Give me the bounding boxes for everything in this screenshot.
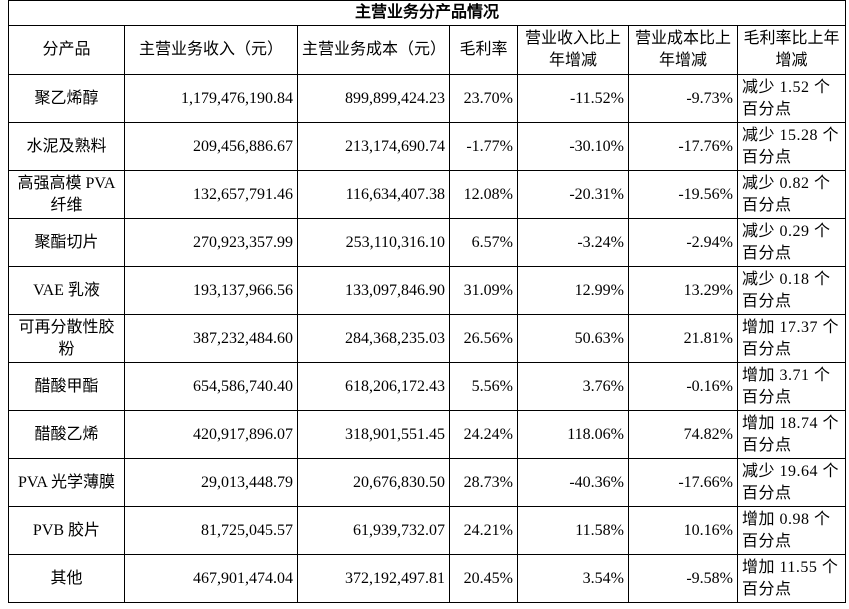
table-title: 主营业务分产品情况 [8,0,846,26]
value-cell: 13.29% [628,266,738,315]
value-cell: -3.24% [517,218,629,267]
value-cell: 12.99% [517,266,629,315]
value-cell: -17.76% [628,122,738,171]
product-cell: 聚酯切片 [8,218,125,267]
value-cell: 899,899,424.23 [297,74,450,123]
value-cell: 20.45% [449,554,518,603]
value-cell: 372,192,497.81 [297,554,450,603]
value-cell: 增加 17.37 个百分点 [737,314,846,363]
data-row: 聚酯切片 270,923,357.99 253,110,316.10 6.57% -3.… [8,218,846,267]
product-cell: 其他 [8,554,125,603]
product-cell: PVB 胶片 [8,506,125,555]
value-cell: -9.58% [628,554,738,603]
value-cell: 12.08% [449,170,518,219]
value-cell: -20.31% [517,170,629,219]
value-cell: 270,923,357.99 [124,218,298,267]
value-cell: 1,179,476,190.84 [124,74,298,123]
value-cell: 3.76% [517,362,629,411]
header-cell: 主营业务收入（元） [124,25,298,75]
value-cell: 增加 3.71 个百分点 [737,362,846,411]
value-cell: 213,174,690.74 [297,122,450,171]
value-cell: 26.56% [449,314,518,363]
data-row: 醋酸乙烯 420,917,896.07 318,901,551.45 24.24% 11… [8,410,846,459]
value-cell: 467,901,474.04 [124,554,298,603]
data-row: 聚乙烯醇 1,179,476,190.84 899,899,424.23 23.70%… [8,74,846,123]
data-row: PVB 胶片 81,725,045.57 61,939,732.07 24.21% 11… [8,506,846,555]
value-cell: 618,206,172.43 [297,362,450,411]
product-cell: 醋酸乙烯 [8,410,125,459]
value-cell: -0.16% [628,362,738,411]
value-cell: 209,456,886.67 [124,122,298,171]
product-cell: 可再分散性胶粉 [8,314,125,363]
value-cell: 3.54% [517,554,629,603]
product-cell: 聚乙烯醇 [8,74,125,123]
value-cell: 29,013,448.79 [124,458,298,507]
value-cell: 31.09% [449,266,518,315]
value-cell: 6.57% [449,218,518,267]
value-cell: 28.73% [449,458,518,507]
value-cell: 74.82% [628,410,738,459]
value-cell: 10.16% [628,506,738,555]
value-cell: 减少 15.28 个百分点 [737,122,846,171]
value-cell: 20,676,830.50 [297,458,450,507]
value-cell: 61,939,732.07 [297,506,450,555]
value-cell: 增加 18.74 个百分点 [737,410,846,459]
header-cell: 营业成本比上年增减 [628,25,738,75]
value-cell: 增加 0.98 个百分点 [737,506,846,555]
value-cell: 24.24% [449,410,518,459]
value-cell: 11.58% [517,506,629,555]
data-row: 高强高模 PVA 纤维 132,657,791.46 116,634,407.38 1… [8,170,846,219]
data-row: 醋酸甲酯 654,586,740.40 618,206,172.43 5.56% 3.7… [8,362,846,411]
data-row: 水泥及熟料 209,456,886.67 213,174,690.74 -1.77% -… [8,122,846,171]
product-cell: 醋酸甲酯 [8,362,125,411]
header-cell: 分产品 [8,25,125,75]
value-cell: 118.06% [517,410,629,459]
value-cell: 增加 11.55 个百分点 [737,554,846,603]
value-cell: 133,097,846.90 [297,266,450,315]
value-cell: 减少 0.29 个百分点 [737,218,846,267]
value-cell: 5.56% [449,362,518,411]
value-cell: 50.63% [517,314,629,363]
value-cell: 132,657,791.46 [124,170,298,219]
value-cell: -9.73% [628,74,738,123]
header-cell: 毛利率比上年增减 [737,25,846,75]
value-cell: 减少 1.52 个百分点 [737,74,846,123]
product-cell: 水泥及熟料 [8,122,125,171]
product-cell: PVA 光学薄膜 [8,458,125,507]
value-cell: 387,232,484.60 [124,314,298,363]
value-cell: -1.77% [449,122,518,171]
product-cell: 高强高模 PVA 纤维 [8,170,125,219]
data-row: PVA 光学薄膜 29,013,448.79 20,676,830.50 28.73%… [8,458,846,507]
value-cell: 减少 0.82 个百分点 [737,170,846,219]
value-cell: 减少 0.18 个百分点 [737,266,846,315]
data-row: 可再分散性胶粉 387,232,484.60 284,368,235.03 26.56… [8,314,846,363]
header-cell: 营业收入比上年增减 [517,25,629,75]
data-row: 其他 467,901,474.04 372,192,497.81 20.45% 3.54… [8,554,846,603]
value-cell: 21.81% [628,314,738,363]
data-row: VAE 乳液 193,137,966.56 133,097,846.90 31.09%… [8,266,846,315]
value-cell: 654,586,740.40 [124,362,298,411]
header-row: 分产品 主营业务收入（元） 主营业务成本（元） 毛利率 营业收入比上年增减 营业成本比上年… [8,25,846,75]
value-cell: -17.66% [628,458,738,507]
value-cell: 116,634,407.38 [297,170,450,219]
value-cell: -2.94% [628,218,738,267]
value-cell: 23.70% [449,74,518,123]
header-cell: 毛利率 [449,25,518,75]
value-cell: 284,368,235.03 [297,314,450,363]
product-cell: VAE 乳液 [8,266,125,315]
value-cell: 减少 19.64 个百分点 [737,458,846,507]
value-cell: 81,725,045.57 [124,506,298,555]
value-cell: 193,137,966.56 [124,266,298,315]
value-cell: -19.56% [628,170,738,219]
product-table: 主营业务分产品情况 分产品 主营业务收入（元） 主营业务成本（元） 毛利率 营业收入比上… [8,0,846,603]
value-cell: -11.52% [517,74,629,123]
value-cell: -30.10% [517,122,629,171]
value-cell: 253,110,316.10 [297,218,450,267]
value-cell: -40.36% [517,458,629,507]
value-cell: 24.21% [449,506,518,555]
value-cell: 318,901,551.45 [297,410,450,459]
value-cell: 420,917,896.07 [124,410,298,459]
header-cell: 主营业务成本（元） [297,25,450,75]
